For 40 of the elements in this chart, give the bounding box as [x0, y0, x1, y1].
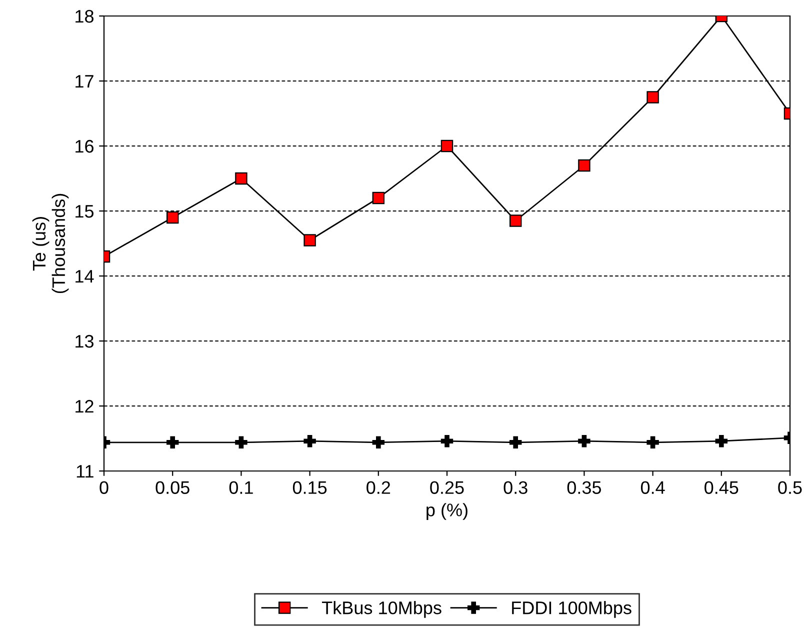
point — [304, 234, 316, 246]
point — [372, 436, 385, 449]
x-tick-label: 0.2 — [366, 481, 390, 494]
y-tick-label: 11 — [76, 465, 94, 478]
x-tick-label: 0.05 — [156, 481, 190, 494]
point — [235, 436, 248, 449]
point — [646, 436, 659, 449]
x-tick-label: 0.45 — [704, 481, 738, 494]
x-tick-label: 0.5 — [778, 481, 802, 494]
y-tick-label: 13 — [76, 334, 94, 348]
point — [646, 91, 659, 104]
point — [509, 214, 522, 227]
y-tick-label: 17 — [76, 75, 94, 88]
legend-label: TkBus 10Mbps — [322, 601, 442, 618]
x-axis-title: p (%) — [426, 503, 468, 520]
x-tick-label: 0 — [100, 481, 108, 494]
legend-label: FDDI 100Mbps — [512, 601, 632, 618]
point — [578, 434, 590, 448]
x-tick-label: 0.15 — [292, 481, 327, 494]
point — [166, 436, 179, 449]
x-tick-label: 0.3 — [504, 481, 528, 494]
x-tick-label: 0.25 — [430, 481, 464, 494]
point — [440, 140, 454, 152]
y-tick-label: 16 — [76, 140, 94, 153]
y-tick-label: 12 — [76, 400, 94, 413]
point — [304, 434, 316, 448]
point — [166, 211, 179, 224]
point — [715, 434, 728, 448]
x-tick-label: 0.35 — [567, 481, 602, 494]
x-tick-label: 0.4 — [640, 481, 665, 494]
point — [578, 159, 590, 172]
x-tick-label: 0.1 — [229, 481, 253, 494]
point — [509, 436, 522, 449]
y-tick-label: 14 — [76, 270, 94, 283]
point — [440, 434, 454, 448]
point — [372, 192, 385, 204]
point — [235, 172, 248, 185]
y-tick-label: 18 — [76, 10, 94, 23]
y-axis-title: Te (us) (Thousands) — [32, 194, 69, 294]
y-tick-label: 15 — [76, 205, 94, 218]
